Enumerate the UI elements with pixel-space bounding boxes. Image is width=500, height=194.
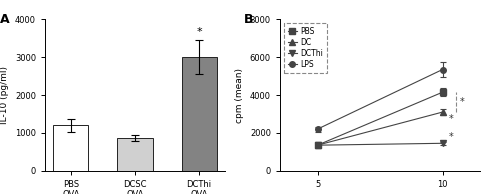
Text: *: * bbox=[449, 132, 454, 142]
Y-axis label: cpm (mean): cpm (mean) bbox=[236, 68, 244, 123]
Text: *: * bbox=[460, 97, 465, 107]
Bar bbox=[118, 138, 152, 171]
Bar bbox=[53, 125, 88, 171]
Text: *: * bbox=[196, 27, 202, 37]
Text: A: A bbox=[0, 13, 10, 26]
Text: B: B bbox=[244, 13, 254, 26]
Legend: PBS, DC, DCThi, LPS: PBS, DC, DCThi, LPS bbox=[284, 23, 327, 73]
Text: *: * bbox=[449, 114, 454, 124]
Bar bbox=[182, 57, 217, 171]
Y-axis label: IL-10 (pg/ml): IL-10 (pg/ml) bbox=[0, 66, 10, 124]
